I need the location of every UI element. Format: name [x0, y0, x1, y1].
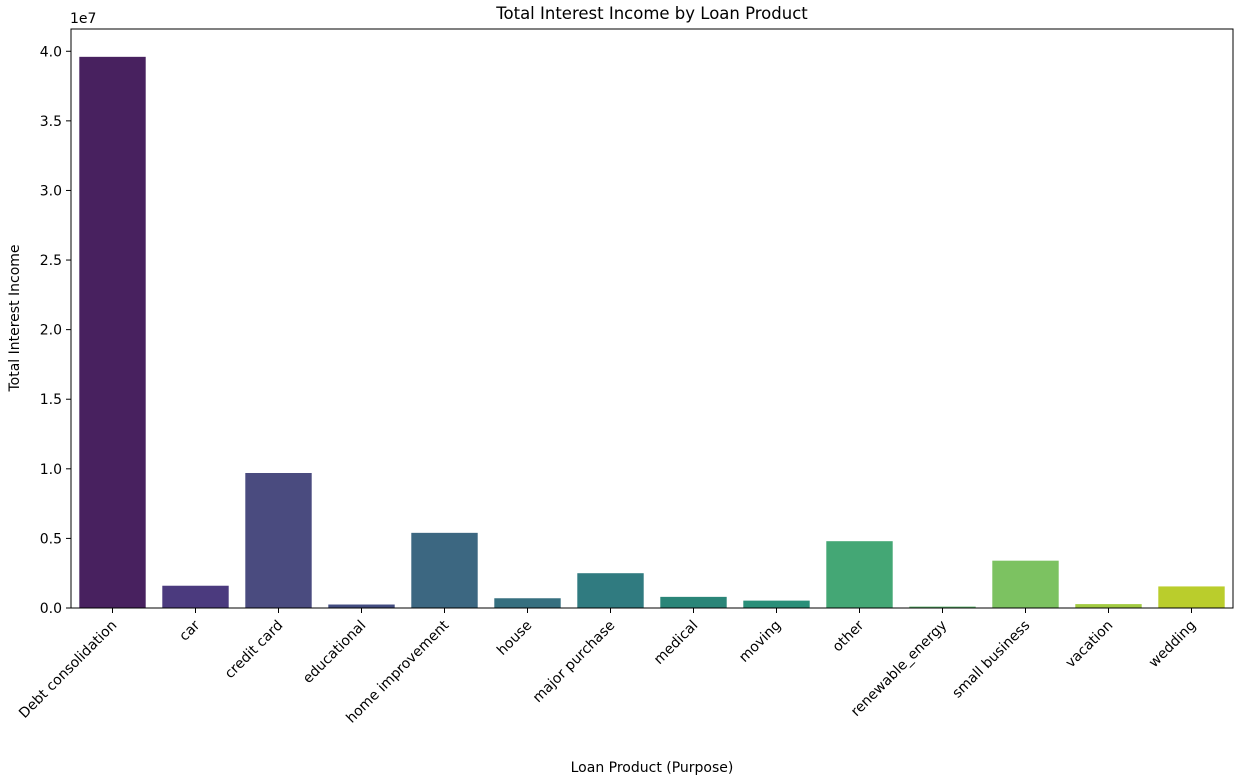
bar	[826, 541, 893, 608]
x-tick-label: other	[830, 617, 868, 655]
bar	[162, 585, 229, 608]
y-tick-label: 0.0	[40, 601, 62, 617]
bar	[660, 596, 727, 608]
x-tick-label: major purchase	[530, 618, 618, 706]
x-tick-label: vacation	[1063, 618, 1117, 672]
bar	[743, 600, 810, 608]
bar	[494, 598, 561, 608]
bar	[1158, 586, 1225, 608]
x-tick-label: medical	[651, 618, 701, 668]
bar	[909, 606, 976, 608]
x-axis-title: Loan Product (Purpose)	[571, 760, 734, 776]
bar	[328, 604, 395, 608]
plot-frame	[70, 28, 1234, 609]
y-tick-label: 3.5	[40, 114, 62, 130]
y-tick-label: 0.5	[40, 531, 62, 547]
y-tick-label: 1.0	[40, 462, 62, 478]
bar	[79, 56, 146, 608]
y-offset-label: 1e7	[70, 11, 96, 27]
y-tick-label: 1.5	[40, 392, 62, 408]
bar	[577, 573, 644, 608]
x-tick-label: moving	[736, 618, 784, 666]
x-tick-label: small business	[949, 618, 1033, 702]
x-tick-label: wedding	[1146, 618, 1199, 671]
y-tick-label: 2.5	[40, 253, 62, 269]
bar	[245, 472, 312, 608]
x-tick-label: credit card	[222, 618, 286, 682]
x-tick-label: renewable_energy	[848, 618, 950, 720]
x-tick-label: Debt consolidation	[16, 618, 120, 722]
y-tick-label: 2.0	[40, 323, 62, 339]
x-tick-label: educational	[300, 618, 369, 687]
x-tick-label: car	[176, 617, 203, 644]
bar	[992, 560, 1059, 608]
y-tick-label: 4.0	[40, 44, 62, 60]
chart-title: Total Interest Income by Loan Product	[495, 4, 808, 23]
x-tick-label: house	[494, 618, 535, 659]
bar	[411, 532, 478, 608]
bar	[1075, 604, 1142, 608]
y-axis-title: Total Interest Income	[7, 244, 23, 392]
y-tick-label: 3.0	[40, 183, 62, 199]
